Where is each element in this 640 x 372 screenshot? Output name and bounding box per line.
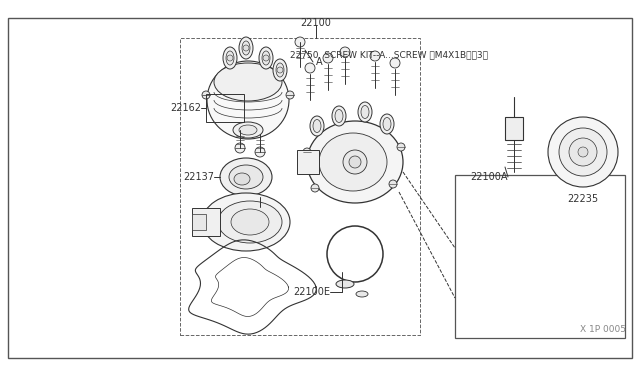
- Circle shape: [235, 143, 245, 153]
- Ellipse shape: [239, 125, 257, 135]
- Circle shape: [255, 147, 265, 157]
- Ellipse shape: [207, 61, 289, 139]
- Ellipse shape: [307, 121, 403, 203]
- Circle shape: [343, 150, 367, 174]
- Ellipse shape: [335, 109, 343, 122]
- Circle shape: [227, 55, 233, 61]
- Bar: [180, 38, 420, 335]
- Ellipse shape: [383, 118, 391, 131]
- Text: 22100A: 22100A: [470, 172, 508, 182]
- Ellipse shape: [214, 63, 282, 101]
- Circle shape: [243, 45, 249, 51]
- Ellipse shape: [262, 51, 270, 65]
- Circle shape: [277, 67, 283, 73]
- Ellipse shape: [233, 122, 263, 138]
- Circle shape: [255, 196, 265, 206]
- Ellipse shape: [336, 280, 354, 288]
- Circle shape: [286, 91, 294, 99]
- Circle shape: [370, 51, 380, 61]
- Circle shape: [303, 148, 311, 156]
- Ellipse shape: [276, 63, 284, 77]
- Text: 22750  SCREW KIT--A...SCREW 〈M4X1B〉〈3〉: 22750 SCREW KIT--A...SCREW 〈M4X1B〉〈3〉: [290, 51, 488, 60]
- Circle shape: [340, 47, 350, 57]
- Circle shape: [263, 55, 269, 61]
- Bar: [505, 117, 523, 140]
- Bar: [192, 214, 206, 230]
- Circle shape: [569, 138, 597, 166]
- Bar: [192, 208, 220, 236]
- Circle shape: [389, 180, 397, 188]
- Ellipse shape: [231, 209, 269, 235]
- Circle shape: [559, 128, 607, 176]
- Circle shape: [311, 184, 319, 192]
- Circle shape: [323, 53, 333, 63]
- Circle shape: [295, 37, 305, 47]
- Ellipse shape: [226, 51, 234, 65]
- Circle shape: [548, 117, 618, 187]
- Bar: [455, 175, 625, 338]
- Ellipse shape: [202, 193, 290, 251]
- Text: 22137: 22137: [183, 172, 214, 182]
- Text: 22100: 22100: [301, 18, 332, 28]
- Ellipse shape: [332, 106, 346, 126]
- Ellipse shape: [234, 173, 250, 185]
- Ellipse shape: [218, 201, 282, 243]
- Ellipse shape: [223, 47, 237, 69]
- Text: A: A: [316, 57, 323, 67]
- Ellipse shape: [313, 119, 321, 132]
- Circle shape: [202, 91, 210, 99]
- Ellipse shape: [310, 116, 324, 136]
- Circle shape: [397, 143, 405, 151]
- Bar: [297, 150, 319, 174]
- Circle shape: [305, 63, 315, 73]
- Ellipse shape: [229, 165, 263, 189]
- Ellipse shape: [356, 291, 368, 297]
- Ellipse shape: [361, 106, 369, 119]
- Ellipse shape: [273, 59, 287, 81]
- Ellipse shape: [380, 114, 394, 134]
- Ellipse shape: [220, 158, 272, 196]
- Ellipse shape: [242, 41, 250, 55]
- Ellipse shape: [319, 133, 387, 191]
- Circle shape: [390, 58, 400, 68]
- Text: 22100E: 22100E: [293, 287, 330, 297]
- Text: X 1P 0005: X 1P 0005: [580, 325, 626, 334]
- Circle shape: [349, 156, 361, 168]
- Ellipse shape: [259, 47, 273, 69]
- Text: 22235: 22235: [568, 194, 598, 204]
- Text: 22162: 22162: [170, 103, 201, 113]
- Bar: [206, 94, 244, 122]
- Ellipse shape: [358, 102, 372, 122]
- Circle shape: [578, 147, 588, 157]
- Ellipse shape: [239, 37, 253, 59]
